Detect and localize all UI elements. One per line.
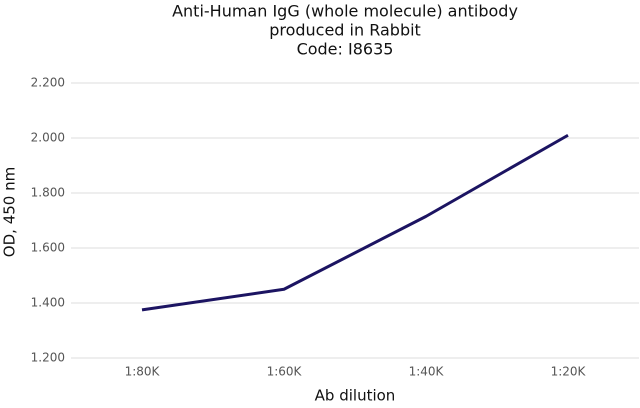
y-axis-label: OD, 450 nm — [1, 167, 19, 257]
chart-title: Anti-Human IgG (whole molecule) antibody — [172, 2, 518, 21]
x-tick-label: 1:80K — [125, 365, 161, 379]
y-tick-label: 2.000 — [31, 131, 65, 145]
y-tick-label: 1.800 — [31, 186, 65, 200]
chart-title: produced in Rabbit — [269, 21, 421, 40]
x-tick-label: 1:40K — [409, 365, 445, 379]
chart-title: Code: I8635 — [297, 40, 394, 59]
y-tick-label: 1.600 — [31, 241, 65, 255]
y-tick-label: 1.200 — [31, 351, 65, 365]
x-tick-label: 1:20K — [551, 365, 587, 379]
x-axis-label: Ab dilution — [315, 387, 396, 405]
data-line — [141, 133, 569, 312]
y-tick-label: 2.200 — [31, 76, 65, 90]
y-tick-label: 1.400 — [31, 296, 65, 310]
x-tick-label: 1:60K — [267, 365, 303, 379]
